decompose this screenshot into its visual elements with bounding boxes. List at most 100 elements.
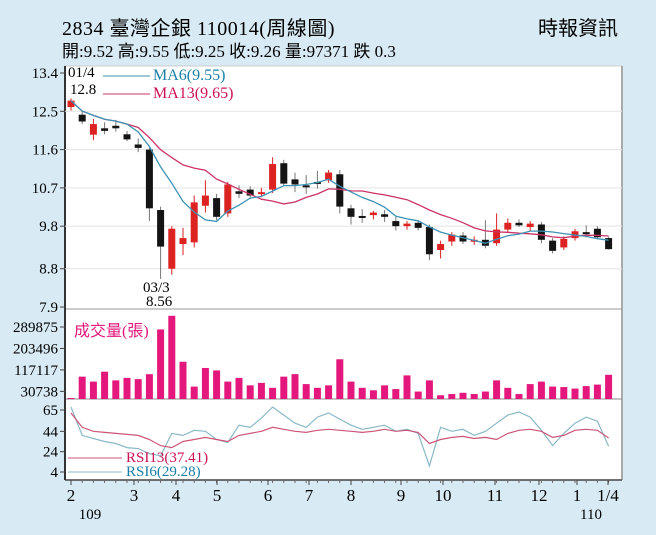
volume-bar <box>537 381 545 399</box>
volume-bar <box>78 376 86 399</box>
month-label: 1 <box>573 486 582 505</box>
plot-background <box>65 66 622 480</box>
high-annotation-date: 01/4 <box>68 65 95 81</box>
candle-body <box>157 210 165 247</box>
candle-body <box>101 128 109 131</box>
ohlc-info: 開:9.52 高:9.55 低:9.25 收:9.26 量:97371 跌 0.… <box>62 42 396 61</box>
candle-body <box>168 228 176 269</box>
volume-bar <box>549 386 557 399</box>
candle-body <box>504 222 512 230</box>
volume-bar <box>157 329 165 399</box>
candle-body <box>593 228 601 238</box>
price-y-label: 10.7 <box>32 181 59 197</box>
month-label: 11 <box>487 486 503 505</box>
month-label: 4 <box>172 486 181 505</box>
volume-bar <box>493 380 501 399</box>
candle-body <box>403 223 411 227</box>
candle-body <box>537 224 545 240</box>
ma6-legend-label: MA6(9.55) <box>153 67 226 84</box>
volume-bar <box>470 394 478 399</box>
volume-bar <box>425 380 433 399</box>
volume-bar <box>168 315 176 399</box>
volume-bar <box>571 388 579 399</box>
volume-bar <box>459 392 467 399</box>
rsi6-legend-label: RSI6(29.28) <box>126 464 201 480</box>
candle-body <box>112 125 120 129</box>
volume-bar <box>291 374 299 399</box>
rsi-y-label: 4 <box>51 465 59 481</box>
candle-body <box>605 238 613 250</box>
volume-panel-label: 成交量(張) <box>74 323 149 340</box>
rsi-y-label: 44 <box>43 424 59 440</box>
ma13-legend-label: MA13(9.65) <box>153 85 234 102</box>
month-label: 2 <box>67 486 76 505</box>
candle-body <box>414 222 422 228</box>
candle-body <box>392 221 400 227</box>
volume-bar <box>179 361 187 399</box>
candle-body <box>190 202 198 243</box>
candle-body <box>515 222 523 226</box>
candle-body <box>67 100 75 108</box>
volume-bar <box>437 395 445 399</box>
volume-bar <box>582 386 590 399</box>
rsi6-line <box>70 406 610 468</box>
candle-body <box>425 227 433 255</box>
volume-bar <box>269 387 277 399</box>
candle-body <box>224 184 232 214</box>
volume-y-label: 30738 <box>21 384 59 400</box>
candle-body <box>549 240 557 251</box>
candle-body <box>145 149 153 209</box>
volume-y-label: 203496 <box>13 341 59 357</box>
candle-body <box>179 238 187 245</box>
candle-body <box>201 195 209 206</box>
year-label: 109 <box>79 507 102 523</box>
month-label: 12 <box>531 486 548 505</box>
price-y-label: 8.8 <box>39 262 58 278</box>
low-annotation-date: 03/3 <box>143 280 170 296</box>
volume-bar <box>134 379 142 399</box>
volume-bar <box>201 367 209 399</box>
rsi13-legend-label: RSI13(37.41) <box>126 450 209 466</box>
volume-bar <box>448 394 456 399</box>
price-y-label: 12.5 <box>32 104 58 120</box>
volume-bar <box>213 370 221 399</box>
high-annotation-value: 12.8 <box>70 82 97 98</box>
volume-bar <box>358 387 366 399</box>
candle-body <box>582 232 590 235</box>
price-y-label: 11.6 <box>32 143 58 159</box>
volume-bar <box>224 381 232 399</box>
ma13-line <box>70 100 609 239</box>
volume-bar <box>504 387 512 399</box>
volume-bar <box>280 376 288 399</box>
volume-bar <box>313 387 321 399</box>
volume-bar <box>257 382 265 399</box>
stock-title: 2834 臺灣企銀 110014(周線圖) <box>62 18 336 40</box>
volume-bar <box>515 394 523 399</box>
month-label: 3 <box>130 486 139 505</box>
month-label: 10 <box>435 486 452 505</box>
ma6-line <box>70 100 609 244</box>
candle-body <box>336 174 344 207</box>
month-label: 8 <box>347 486 356 505</box>
month-label: 1/4 <box>597 486 619 505</box>
candle-body <box>78 114 86 122</box>
rsi-y-label: 24 <box>43 445 59 461</box>
candle-body <box>347 208 355 217</box>
month-label: 9 <box>397 486 406 505</box>
low-annotation-value: 8.56 <box>146 294 173 310</box>
price-y-label: 9.8 <box>39 219 58 235</box>
candle-body <box>269 164 277 190</box>
candle-body <box>358 215 366 218</box>
candle-body <box>493 229 501 244</box>
volume-bar <box>112 380 120 399</box>
volume-bar <box>123 377 131 399</box>
volume-bar <box>593 384 601 399</box>
candle-body <box>123 134 131 140</box>
source-label: 時報資訊 <box>538 18 618 40</box>
volume-bar <box>89 381 97 399</box>
year-label: 110 <box>580 507 602 523</box>
candle-body <box>213 198 221 217</box>
candle-body <box>325 172 333 181</box>
volume-bar <box>235 377 243 399</box>
